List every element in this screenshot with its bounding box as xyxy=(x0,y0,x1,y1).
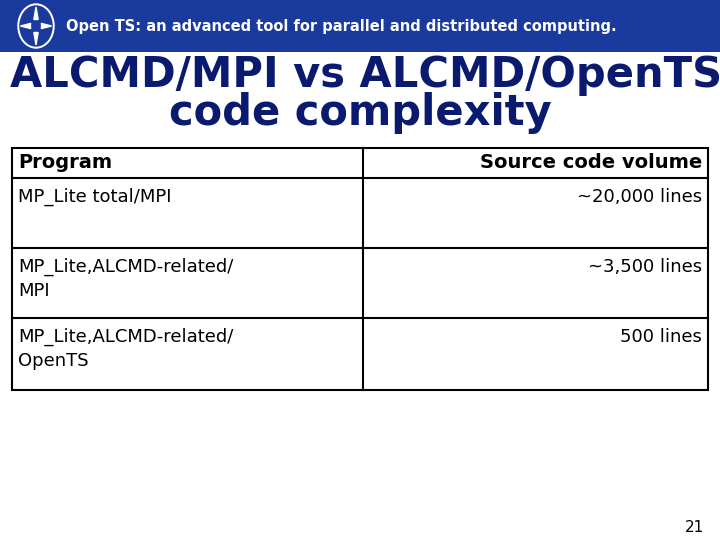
Text: ~20,000 lines: ~20,000 lines xyxy=(577,188,702,206)
Circle shape xyxy=(32,22,40,30)
Text: 21: 21 xyxy=(685,521,705,536)
Text: Program: Program xyxy=(18,153,112,172)
Text: code complexity: code complexity xyxy=(168,92,552,134)
Polygon shape xyxy=(34,7,38,19)
Text: ~3,500 lines: ~3,500 lines xyxy=(588,258,702,276)
Text: Open TS: an advanced tool for parallel and distributed computing.: Open TS: an advanced tool for parallel a… xyxy=(66,18,616,33)
Text: MP_Lite,ALCMD-related/
MPI: MP_Lite,ALCMD-related/ MPI xyxy=(18,258,233,300)
Ellipse shape xyxy=(20,6,52,46)
Bar xyxy=(12,148,708,390)
Text: MP_Lite,ALCMD-related/
OpenTS: MP_Lite,ALCMD-related/ OpenTS xyxy=(18,328,233,370)
Ellipse shape xyxy=(18,4,54,48)
Text: ALCMD/MPI vs ALCMD/OpenTS :: ALCMD/MPI vs ALCMD/OpenTS : xyxy=(10,54,720,96)
Text: MP_Lite total/MPI: MP_Lite total/MPI xyxy=(18,188,171,206)
Polygon shape xyxy=(34,32,38,45)
Bar xyxy=(0,0,720,52)
Polygon shape xyxy=(20,23,31,29)
Polygon shape xyxy=(41,23,52,29)
Text: Source code volume: Source code volume xyxy=(480,153,702,172)
Text: 500 lines: 500 lines xyxy=(620,328,702,346)
